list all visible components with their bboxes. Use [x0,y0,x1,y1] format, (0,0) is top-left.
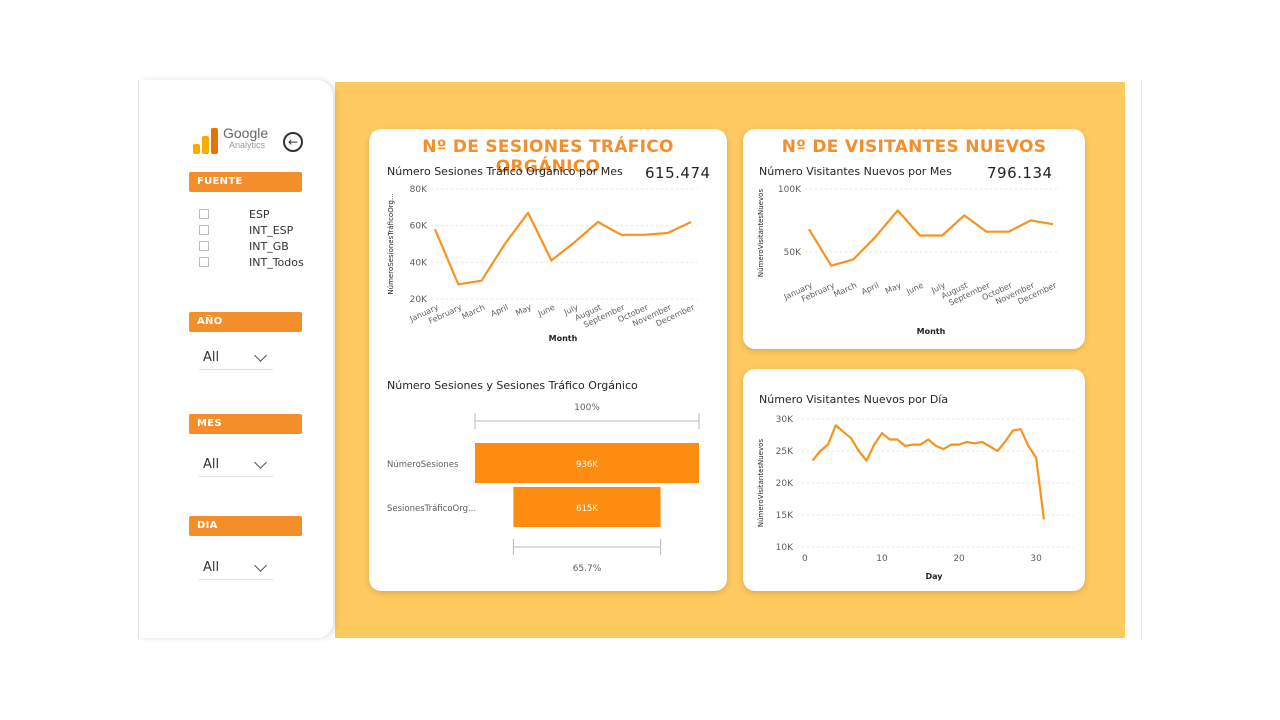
y-tick-label: 20K [776,479,794,489]
new-visitors-card: Nº DE VISITANTES NUEVOS Número Visitante… [743,129,1085,349]
daily-visitors-card: Número Visitantes Nuevos por Día 10K 15K 2… [743,369,1085,591]
back-button[interactable]: ← [283,132,303,152]
logo-bar-large [211,128,218,154]
x-tick-label: May [884,281,903,296]
series-line [811,424,1045,520]
funnel-bottom-percent: 65.7% [573,564,602,574]
sessions-funnel-chart: 100% 936K NúmeroSesiones 615K SesionesTráfic… [387,403,700,574]
series-line [433,211,692,286]
chevron-down-icon [254,348,267,362]
organic-line-chart-title: Número Sesiones Tráfico Orgánico por Mes [387,165,623,178]
x-tick-label: June [904,281,925,297]
y-tick-label: 20K [410,295,428,305]
dia-dropdown[interactable]: All [199,556,273,580]
x-tick-label: 10 [876,554,888,564]
visitors-kpi-value: 796.134 [987,164,1053,182]
x-tick-label: June [536,303,557,319]
x-tick-label: April [860,281,880,297]
x-axis-title: Month [917,327,946,336]
x-tick-label: May [514,303,533,318]
dia-header: DIA [189,516,302,536]
y-tick-label: 60K [410,222,428,232]
anio-dropdown[interactable]: All [199,346,273,370]
fuente-header: FUENTE [189,172,302,192]
circle-arrow-left-icon: ← [287,135,299,149]
chevron-down-icon [254,455,267,469]
fuente-option-label: INT_ESP [249,223,294,237]
funnel-top-percent: 100% [574,403,600,413]
funnel-category-label: SesionesTráficoOrg... [387,504,476,514]
funnel-bar [513,487,661,527]
logo-text: Google Analytics [223,126,268,150]
fuente-option-label: INT_Todos [249,255,304,269]
daily-line-chart-title: Número Visitantes Nuevos por Día [759,393,949,406]
filter-sidebar: Google Analytics ← FUENTE ESP INT_ESP IN… [139,80,333,638]
x-tick-label: 30 [1030,554,1042,564]
visitors-daily-line-chart: 10K 15K 20K 25K 30K 0 10 20 30 Day NúmeroVisitante… [757,415,1073,581]
x-tick-label: March [460,303,486,321]
fuente-option-int-gb[interactable]: INT_GB [199,238,304,254]
mes-header: MES [189,414,302,434]
logo-text-google: Google [223,125,269,141]
y-tick-label: 15K [776,511,794,521]
funnel-bar-label: 936K [576,460,598,470]
chevron-down-icon [254,558,267,572]
organic-card-title: Nº DE SESIONES TRÁFICO ORGÁNICO [422,137,674,177]
x-tick-label: 0 [802,554,808,564]
anio-dropdown-value: All [203,350,220,365]
checkbox[interactable] [199,241,209,251]
y-tick-label: 25K [776,447,794,457]
anio-header: AÑO [189,312,302,332]
visitors-card-title: Nº DE VISITANTES NUEVOS [781,137,1047,157]
fuente-checkbox-list: ESP INT_ESP INT_GB INT_Todos [199,206,304,270]
dia-dropdown-value: All [203,560,220,575]
mes-dropdown-value: All [203,457,220,472]
fuente-option-int-esp[interactable]: INT_ESP [199,222,304,238]
funnel-category-label: NúmeroSesiones [387,460,459,470]
x-tick-label: 20 [953,554,965,564]
checkbox[interactable] [199,257,209,267]
funnel-bar [475,443,699,483]
google-analytics-logo [191,124,271,154]
y-tick-label: 40K [410,258,428,268]
fuente-option-esp[interactable]: ESP [199,206,304,222]
report-canvas: Google Analytics ← FUENTE ESP INT_ESP IN… [138,80,1142,640]
y-tick-label: 10K [776,543,794,553]
organic-sessions-card: Nº DE SESIONES TRÁFICO ORGÁNICO Número S… [369,129,727,591]
y-axis-title: NúmeroSesionesTráficoOrg... [387,193,395,294]
checkbox[interactable] [199,209,209,219]
logo-bar-small [193,144,200,154]
series-line [808,209,1054,267]
funnel-bar-label: 615K [576,504,598,514]
logo-text-analytics: Analytics [229,140,266,150]
y-tick-label: 50K [784,248,802,258]
x-tick-label: March [832,281,858,299]
x-axis-title: Month [549,334,578,343]
mes-dropdown[interactable]: All [199,453,273,477]
fuente-option-label: INT_GB [249,239,289,253]
logo-bar-medium [202,136,209,154]
fuente-option-label: ESP [249,207,270,221]
visitors-line-chart-title: Número Visitantes Nuevos por Mes [759,165,952,178]
y-tick-label: 100K [778,185,802,195]
x-tick-label: April [489,303,509,319]
x-axis-title: Day [925,572,943,581]
y-tick-label: 80K [410,185,428,195]
checkbox[interactable] [199,225,209,235]
funnel-chart-title: Número Sesiones y Sesiones Tráfico Orgán… [387,379,638,392]
organic-kpi-value: 615.474 [645,164,711,182]
fuente-option-int-todos[interactable]: INT_Todos [199,254,304,270]
y-axis-title: NúmeroVisitantesNuevos [757,189,765,278]
y-tick-label: 30K [776,415,794,425]
y-axis-title: NúmeroVisitantesNuevos [757,439,765,528]
